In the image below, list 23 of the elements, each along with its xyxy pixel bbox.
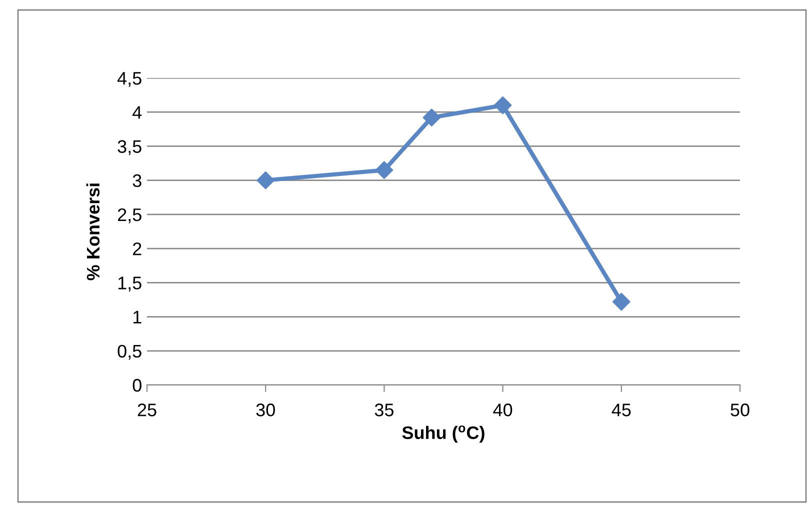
- x-axis-title: Suhu ($^{o}$C): [402, 425, 484, 443]
- y-tick-label: 4,5: [117, 72, 142, 87]
- y-axis-title: % Konversi: [86, 184, 100, 280]
- x-tick-label: 50: [730, 404, 750, 416]
- y-tick-label: 3,5: [118, 140, 142, 156]
- y-tick-label: 1,5: [118, 276, 142, 292]
- x-tick-label: 30: [256, 404, 275, 416]
- x-tick-label: 35: [374, 404, 394, 416]
- y-tick-label: 2: [133, 242, 142, 256]
- x-tick-label: 40: [493, 404, 512, 416]
- y-tick-label: 0: [132, 378, 142, 392]
- y-tick-label: 2,5: [118, 208, 142, 224]
- point: [375, 161, 394, 180]
- x-tick-label: 45: [612, 404, 631, 416]
- y-tick-label: 1: [133, 310, 142, 324]
- y-tick-label: 3: [132, 174, 142, 188]
- point: [256, 171, 275, 190]
- y-tick-label: 4: [132, 106, 142, 119]
- point: [612, 292, 630, 311]
- point: [422, 108, 441, 126]
- x-tick-label: 25: [138, 404, 156, 416]
- point: [494, 96, 512, 114]
- y-tick-label: 0,5: [118, 344, 142, 360]
